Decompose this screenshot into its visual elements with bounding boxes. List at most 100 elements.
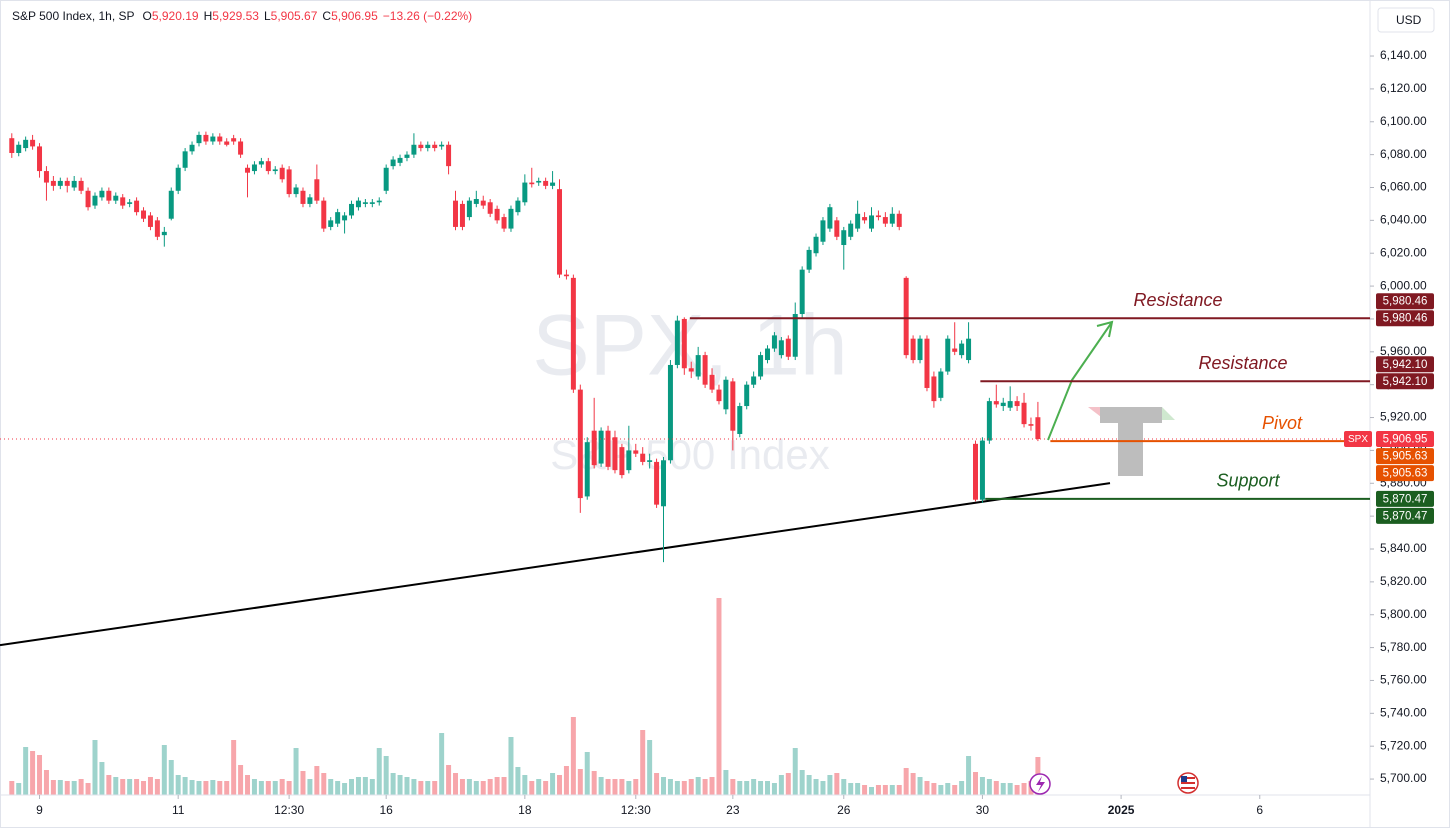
- volume-bar: [99, 762, 105, 795]
- volume-bar: [459, 779, 465, 795]
- volume-bar: [30, 751, 36, 795]
- candle-body: [501, 217, 507, 229]
- candle-body: [813, 236, 819, 254]
- candle-body: [820, 220, 826, 242]
- candle-body: [92, 195, 98, 206]
- candle-body: [494, 208, 500, 221]
- logo-stem: [1118, 423, 1143, 476]
- header-open-key: O: [143, 9, 152, 23]
- volume-bar: [979, 777, 985, 795]
- x-tick-label: 6: [1256, 803, 1263, 817]
- volume-bar: [536, 779, 542, 795]
- candle-body: [1035, 417, 1041, 439]
- candle-body: [938, 371, 944, 398]
- trendline: [0, 482, 1111, 647]
- volume-bar: [799, 770, 805, 795]
- volume-bar: [973, 772, 978, 795]
- volume-bar: [667, 779, 673, 795]
- volume-bar: [619, 779, 625, 795]
- marks-layer: [0, 131, 1370, 795]
- volume-bar: [307, 779, 313, 795]
- volume-bar: [154, 779, 160, 795]
- volume-bar: [279, 779, 285, 795]
- candle-body: [321, 200, 327, 229]
- candle-body: [307, 197, 313, 204]
- volume-bar: [258, 781, 264, 795]
- candle-body: [931, 376, 937, 402]
- volume-bar: [730, 779, 736, 795]
- candle-body: [265, 161, 271, 172]
- candle-body: [293, 187, 299, 195]
- candle-body: [446, 144, 452, 167]
- header-open: 5,920.19: [152, 9, 199, 23]
- x-tick-label: 30: [976, 803, 990, 817]
- volume-bar: [563, 766, 569, 795]
- volume-bar: [598, 777, 604, 795]
- candle-body: [716, 389, 722, 402]
- candle-body: [834, 220, 840, 237]
- volume-bar: [959, 781, 965, 795]
- volume-bar: [92, 740, 98, 795]
- candle-body: [806, 249, 812, 270]
- volume-bar: [383, 756, 389, 795]
- candle-body: [674, 320, 680, 365]
- header-change: −13.26 (−0.22%): [383, 9, 472, 23]
- candle-body: [647, 460, 653, 462]
- symbol-tag-badge: [1344, 430, 1372, 447]
- candle-body: [529, 182, 535, 185]
- candle-body: [23, 139, 29, 149]
- candle-body: [688, 368, 694, 372]
- candle-body: [792, 314, 798, 357]
- candle-body: [737, 406, 743, 434]
- candle-body: [453, 200, 459, 227]
- volume-bar: [127, 779, 133, 795]
- candle-body: [848, 223, 854, 237]
- candle-body: [127, 202, 133, 204]
- volume-bar: [217, 781, 223, 795]
- y-tick-label: 5,960.00: [1380, 344, 1427, 358]
- candle-body: [875, 215, 881, 218]
- last-price-label: 5,906.95: [1383, 434, 1428, 446]
- volume-bar: [605, 779, 611, 795]
- candle-body: [335, 212, 341, 224]
- y-tick-label: 6,040.00: [1380, 213, 1427, 227]
- candle-body: [175, 167, 181, 191]
- candle-body: [966, 338, 972, 361]
- level-price-label: 5,870.47: [1383, 510, 1428, 522]
- candle-body: [279, 167, 285, 180]
- volume-bar: [577, 769, 583, 795]
- flag-stripe: [1181, 777, 1195, 779]
- volume-bar: [522, 775, 528, 795]
- candle-body: [903, 277, 909, 356]
- volume-bar: [453, 773, 459, 795]
- candle-body: [882, 217, 888, 224]
- volume-bar: [404, 777, 410, 795]
- volume-bar: [612, 779, 618, 795]
- volume-bar: [355, 777, 361, 795]
- volume-bar: [771, 783, 777, 795]
- candle-body: [605, 430, 611, 467]
- volume-bar: [432, 781, 438, 795]
- volume-bar: [446, 765, 452, 795]
- symbol-tag: SPX: [1348, 434, 1368, 445]
- volume-bar: [529, 781, 535, 795]
- volume-bar: [411, 779, 417, 795]
- volume-bar: [820, 781, 826, 795]
- volume-bar: [425, 781, 431, 795]
- volume-bar: [945, 783, 951, 795]
- currency-button[interactable]: [1377, 7, 1435, 33]
- level-price-badge: [1376, 490, 1434, 507]
- volume-bar: [196, 781, 202, 795]
- y-tick-label: 6,000.00: [1380, 278, 1427, 292]
- candle-body: [758, 355, 764, 377]
- y-tick-label: 5,780.00: [1380, 640, 1427, 654]
- volume-bar: [335, 781, 341, 795]
- candle-body: [889, 213, 895, 224]
- candle-body: [286, 169, 292, 195]
- volume-bar: [161, 745, 167, 795]
- volume-bar: [661, 777, 667, 795]
- level-label: Resistance: [1133, 290, 1222, 310]
- candle-body: [203, 134, 209, 142]
- candle-body: [577, 389, 583, 499]
